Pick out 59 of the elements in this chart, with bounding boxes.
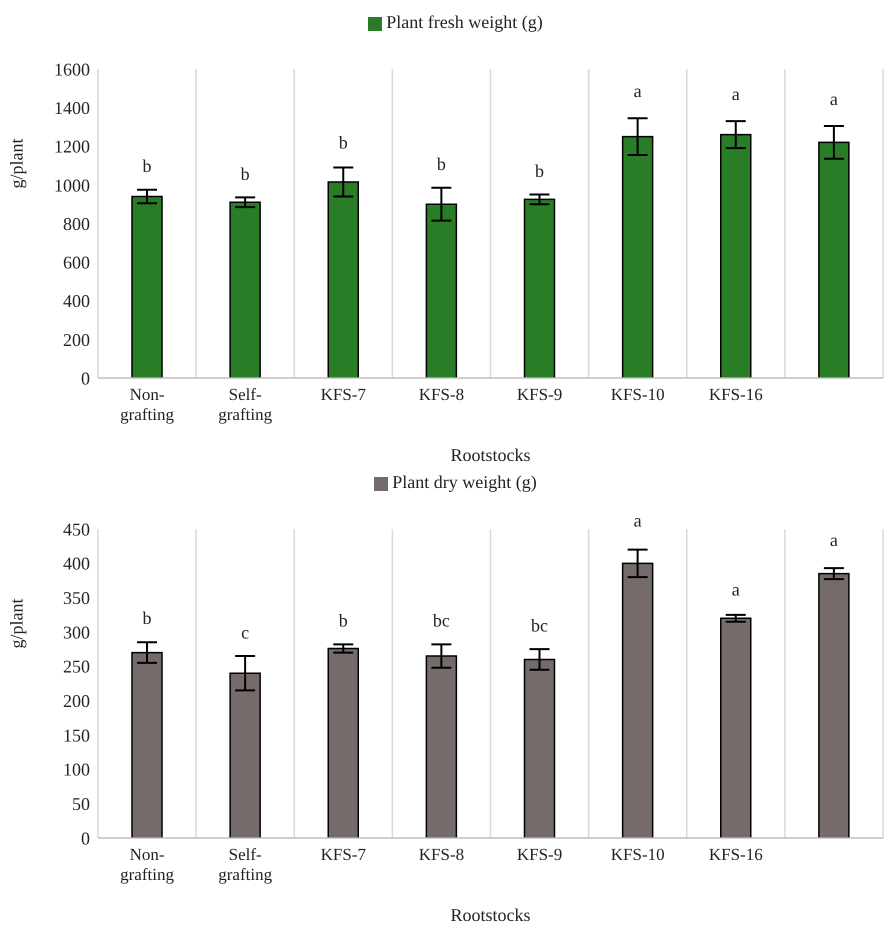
data-label: a	[634, 510, 642, 531]
y-tick-label: 1600	[54, 59, 90, 80]
data-label: a	[830, 88, 838, 109]
data-label: a	[830, 530, 838, 550]
y-tick-label: 200	[63, 691, 90, 712]
x-tick-label: KFS-8	[418, 385, 464, 404]
bar	[720, 618, 752, 838]
data-label: b	[142, 156, 152, 176]
x-tick-label: KFS-9	[516, 845, 562, 864]
y-tick-label: 0	[81, 368, 90, 388]
bar	[524, 198, 556, 378]
x-axis-title: Rootstocks	[450, 905, 531, 925]
x-tick-label: Non-grafting	[120, 385, 174, 424]
y-tick-label: 350	[63, 588, 90, 608]
y-tick-label: 400	[63, 554, 90, 574]
x-tick-label: Self-grafting	[218, 845, 273, 884]
x-tick-label: KFS-9	[516, 385, 562, 404]
y-tick-label: 0	[81, 828, 90, 848]
y-axis-title: g/plant	[6, 138, 26, 188]
y-tick-label: 1000	[54, 175, 90, 196]
bar	[328, 648, 359, 838]
y-tick-label: 1400	[54, 98, 90, 118]
y-tick-label: 250	[63, 656, 90, 677]
y-tick-label: 50	[72, 794, 90, 814]
legend-label: Plant fresh weight (g)	[386, 12, 543, 32]
y-tick-label: 100	[63, 760, 90, 780]
data-label: b	[142, 608, 152, 628]
x-tick-label: KFS-7	[320, 385, 366, 404]
y-tick-label: 400	[63, 291, 90, 312]
data-label: b	[338, 610, 348, 630]
bar	[229, 202, 261, 378]
data-label: c	[241, 622, 250, 643]
data-label: b	[436, 154, 446, 174]
y-tick-label: 450	[63, 519, 90, 540]
x-tick-label: KFS-7	[320, 845, 366, 864]
data-label: a	[634, 80, 642, 101]
x-tick-label: KFS-16	[708, 845, 763, 864]
x-tick-label: KFS-10	[610, 845, 665, 864]
data-label: b	[338, 132, 348, 153]
legend-label: Plant dry weight (g)	[392, 472, 537, 492]
y-tick-label: 1200	[54, 136, 90, 157]
y-tick-label: 150	[63, 725, 90, 746]
x-tick-label: Non-grafting	[120, 845, 174, 884]
data-label: bc	[432, 610, 450, 630]
x-tick-label: KFS-8	[418, 845, 464, 864]
y-tick-label: 300	[63, 622, 90, 642]
data-label: b	[535, 161, 544, 182]
y-tick-label: 600	[63, 252, 90, 273]
y-axis-title: g/plant	[6, 598, 26, 648]
x-axis-title: Rootstocks	[450, 445, 531, 465]
data-label: a	[732, 579, 740, 600]
y-tick-label: 800	[63, 214, 90, 234]
y-tick-label: 200	[63, 330, 90, 350]
data-label: b	[240, 164, 250, 184]
x-tick-label: Self-grafting	[218, 385, 273, 424]
x-tick-label: KFS-10	[610, 385, 665, 404]
data-label: a	[732, 84, 740, 104]
data-label: bc	[531, 615, 548, 636]
x-tick-label: KFS-16	[708, 385, 763, 404]
